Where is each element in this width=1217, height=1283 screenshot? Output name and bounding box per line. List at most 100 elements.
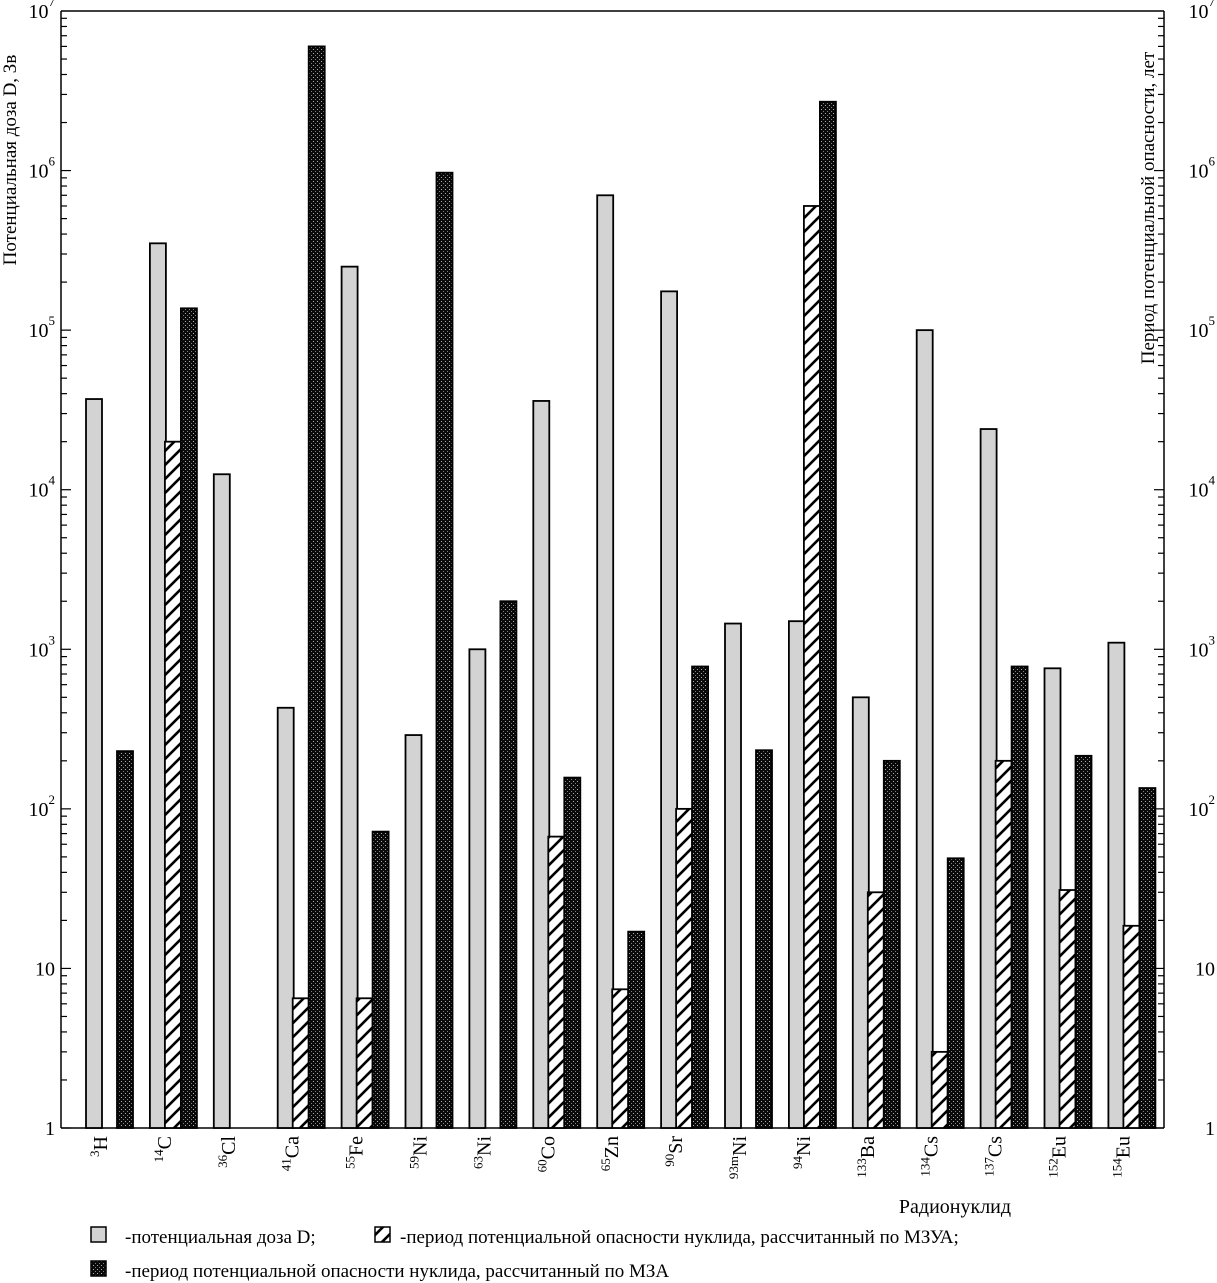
svg-text:94Ni: 94Ni — [790, 1136, 815, 1169]
bar-dose — [915, 329, 934, 1129]
y-tick-base: 10 — [1189, 639, 1209, 661]
y-tick-label-left: 103 — [29, 632, 56, 661]
y-tick-base: 1 — [45, 1118, 55, 1140]
x-tick-label: 65Zn — [598, 1136, 623, 1171]
svg-text:3H: 3H — [87, 1136, 112, 1157]
svg-text:137Cs: 137Cs — [982, 1136, 1007, 1177]
element-symbol: Cs — [985, 1136, 1007, 1157]
x-tick-label: 36Cl — [215, 1136, 240, 1168]
svg-text:134Cs: 134Cs — [918, 1136, 943, 1177]
svg-text:133Ba: 133Ba — [854, 1136, 879, 1178]
y-tick-exponent: 2 — [49, 792, 56, 807]
bar-dose — [340, 265, 359, 1129]
bar-period-mza — [819, 100, 837, 1129]
x-tick-label: 59Ni — [407, 1136, 432, 1169]
y-tick-label-left: 106 — [29, 154, 56, 183]
y-tick-exponent: 4 — [49, 473, 56, 488]
y-tick-label-right: 105 — [1189, 313, 1216, 342]
element-symbol: Cl — [218, 1136, 240, 1155]
bar-period-mza — [563, 776, 582, 1129]
element-symbol: Ni — [729, 1136, 751, 1156]
y-tick-label-left: 1 — [45, 1118, 55, 1140]
bar-dose — [724, 622, 742, 1129]
element-symbol: Co — [537, 1136, 559, 1159]
y-tick-base: 10 — [29, 799, 49, 821]
y-tick-exponent: 4 — [1209, 473, 1216, 488]
bar-period-mzua — [163, 440, 182, 1129]
x-tick-labels: 3H14C36Cl41Ca55Fe59Ni63Ni60Co65Zn90Sr93m… — [87, 1136, 1134, 1180]
y-tick-base: 1 — [1205, 1118, 1215, 1140]
y-tick-exponent: 5 — [49, 313, 56, 328]
svg-text:14C: 14C — [151, 1136, 176, 1162]
mass-number: 94 — [790, 1156, 805, 1170]
mass-number: 63 — [470, 1156, 485, 1169]
mass-number: 41 — [279, 1158, 294, 1171]
bar-dose — [660, 290, 678, 1129]
mass-number: 60 — [534, 1159, 549, 1172]
bar-dose — [212, 473, 231, 1129]
x-tick-label: 93mNi — [726, 1136, 751, 1180]
element-symbol: Eu — [1049, 1136, 1071, 1158]
y-tick-label-right: 10 — [1195, 958, 1215, 980]
bar-period-mzua — [675, 807, 693, 1129]
svg-text:60Co: 60Co — [534, 1136, 559, 1172]
x-axis-title: Радионуклид — [899, 1196, 1011, 1218]
mass-number: 65 — [598, 1158, 613, 1171]
legend-label-mzua: -период потенциальной опасности нуклида,… — [400, 1227, 959, 1248]
element-symbol: Fe — [346, 1136, 368, 1156]
element-symbol: Zn — [601, 1136, 623, 1158]
element-symbol: Ni — [410, 1136, 432, 1156]
bar-period-mza — [307, 45, 326, 1129]
bar-dose — [404, 734, 423, 1129]
x-tick-label: 41Ca — [279, 1136, 304, 1171]
x-tick-label: 14C — [151, 1136, 176, 1162]
svg-text:65Zn: 65Zn — [598, 1136, 623, 1171]
x-tick-label: 63Ni — [470, 1136, 495, 1169]
bar-period-mza — [755, 749, 773, 1129]
bar-period-mzua — [547, 835, 566, 1129]
bar-period-mza — [1010, 665, 1029, 1129]
bar-period-mzua — [803, 205, 821, 1129]
bar-dose — [851, 696, 870, 1129]
x-tick-label: 134Cs — [918, 1136, 943, 1177]
element-symbol: Ni — [473, 1136, 495, 1156]
bar-period-mza — [882, 759, 901, 1129]
bar-dose — [596, 194, 615, 1129]
bar-period-mzua — [611, 988, 630, 1129]
y-tick-base: 10 — [29, 480, 49, 502]
y-tick-exponent: 3 — [49, 632, 56, 647]
bar-period-mzua — [994, 759, 1013, 1129]
element-symbol: Cs — [921, 1136, 943, 1157]
mass-number: 134 — [918, 1157, 933, 1177]
bar-dose — [1043, 667, 1062, 1129]
bar-period-mzua — [930, 1050, 949, 1129]
y-tick-base: 10 — [1189, 320, 1209, 342]
element-symbol: Ba — [857, 1136, 879, 1158]
y-tick-label-right: 106 — [1189, 154, 1216, 183]
y-tick-exponent: 7 — [1209, 0, 1216, 9]
x-tick-label: 90Sr — [662, 1136, 687, 1167]
y-tick-exponent: 6 — [1209, 154, 1216, 169]
y-tick-exponent: 2 — [1209, 792, 1216, 807]
y-tick-exponent: 5 — [1209, 313, 1216, 328]
mass-number: 152 — [1046, 1158, 1061, 1178]
mass-number: 59 — [407, 1156, 422, 1169]
legend: -потенциальная доза D; -период потенциал… — [90, 1226, 959, 1282]
bar-dose — [85, 398, 103, 1129]
bar-period-mza — [1138, 787, 1157, 1129]
svg-text:152Eu: 152Eu — [1046, 1136, 1071, 1178]
mass-number: 3 — [87, 1150, 102, 1157]
mass-number: 93m — [726, 1156, 741, 1179]
svg-text:59Ni: 59Ni — [407, 1136, 432, 1169]
svg-text:36Cl: 36Cl — [215, 1136, 240, 1168]
y-tick-base: 10 — [1189, 161, 1209, 183]
element-symbol: H — [90, 1136, 112, 1150]
x-tick-label: 133Ba — [854, 1136, 879, 1178]
y-tick-label-right: 102 — [1189, 792, 1216, 821]
bar-period-mza — [435, 171, 454, 1129]
y-tick-label-right: 104 — [1189, 473, 1216, 502]
svg-text:154Eu: 154Eu — [1109, 1136, 1134, 1178]
y-tick-base: 10 — [35, 958, 55, 980]
bar-period-mza — [627, 930, 646, 1129]
